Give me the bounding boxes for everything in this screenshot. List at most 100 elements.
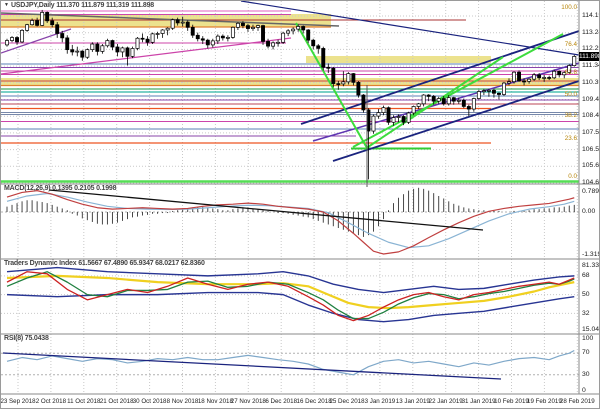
candle bbox=[321, 48, 326, 68]
price-axis-label: 105.645 bbox=[582, 162, 600, 170]
price-zone-band bbox=[306, 56, 491, 63]
candle bbox=[296, 26, 301, 30]
candle bbox=[471, 98, 476, 110]
candle bbox=[502, 82, 506, 95]
date-label: 23 Sep 2018 bbox=[0, 398, 36, 405]
date-label: 10 Feb 2019 bbox=[494, 398, 529, 405]
candle bbox=[175, 19, 180, 24]
candle bbox=[476, 91, 481, 99]
candle bbox=[306, 29, 311, 41]
date-label: 11 Oct 2018 bbox=[67, 398, 101, 405]
candle bbox=[115, 46, 120, 53]
candle bbox=[246, 25, 250, 29]
candle bbox=[567, 65, 572, 73]
price-axis-label: 114.195 bbox=[582, 12, 599, 19]
tdi-axis-label: 50 bbox=[582, 291, 590, 298]
trendline bbox=[332, 80, 580, 162]
candle bbox=[240, 22, 245, 26]
price-axis-label: 107.545 bbox=[582, 128, 600, 136]
tdi-axis-label: 68 bbox=[582, 272, 590, 279]
date-label: 13 Jan 2019 bbox=[395, 398, 430, 405]
candle bbox=[195, 34, 200, 40]
candle bbox=[165, 27, 170, 31]
tdi-axis-label: 15.0494 bbox=[582, 326, 600, 333]
candle bbox=[105, 40, 110, 47]
candle bbox=[65, 37, 70, 51]
macd-axis-label: -1.3198 bbox=[582, 251, 599, 258]
fib-level-label: 38.2 bbox=[564, 112, 577, 119]
candle bbox=[406, 112, 411, 123]
candle bbox=[542, 77, 547, 79]
candle bbox=[486, 89, 491, 92]
tdi-lower-band bbox=[6, 291, 575, 323]
tdi-label: Traders Dynamic Index 61.5667 67.4890 65… bbox=[4, 260, 205, 267]
candle bbox=[351, 73, 356, 83]
candle bbox=[70, 49, 75, 53]
candle bbox=[532, 74, 537, 80]
candle bbox=[446, 97, 451, 105]
candle bbox=[271, 42, 276, 47]
candle bbox=[346, 73, 351, 83]
price-axis-label: 109.445 bbox=[582, 95, 600, 103]
candle bbox=[507, 81, 511, 84]
rsi-axis-label: 0 bbox=[582, 387, 586, 394]
date-label: 16 Dec 2018 bbox=[296, 398, 332, 405]
candle bbox=[537, 74, 542, 79]
candle bbox=[135, 37, 140, 49]
date-label: 2 Oct 2018 bbox=[35, 398, 67, 405]
candle bbox=[451, 97, 456, 102]
candle bbox=[376, 112, 381, 117]
candle bbox=[436, 98, 441, 102]
trendline bbox=[1, 28, 72, 54]
macd-axis-label: 0.00 bbox=[582, 208, 596, 215]
candle bbox=[562, 72, 567, 76]
date-label: 31 Jan 2019 bbox=[461, 398, 496, 405]
candle bbox=[30, 20, 35, 26]
candle bbox=[185, 21, 190, 28]
candle bbox=[517, 71, 521, 82]
trendline bbox=[240, 1, 580, 56]
candle bbox=[10, 37, 14, 41]
tdi-axis-label: 32 bbox=[582, 310, 590, 317]
candle bbox=[230, 26, 235, 38]
candle bbox=[356, 82, 361, 96]
candle bbox=[110, 40, 115, 48]
price-axis-label: 112.295 bbox=[582, 45, 599, 53]
candle bbox=[225, 37, 230, 39]
candle bbox=[381, 107, 386, 113]
candle bbox=[261, 25, 265, 42]
chart-menu-icon[interactable]: ▼ bbox=[4, 2, 9, 8]
date-label: 22 Jan 2019 bbox=[428, 398, 463, 405]
rsi-axis-label: 30 bbox=[582, 371, 590, 378]
candle bbox=[25, 24, 30, 31]
candle bbox=[371, 115, 376, 132]
macd-label: MACD(12,26,9) 0.1395 0.2105 0.1998 bbox=[4, 185, 117, 192]
candle bbox=[220, 35, 225, 39]
date-label: 27 Nov 2018 bbox=[230, 398, 266, 405]
candle bbox=[331, 67, 336, 84]
date-label: 28 Feb 2019 bbox=[559, 398, 595, 405]
price-zone-band bbox=[1, 78, 579, 86]
macd-main-line bbox=[6, 190, 575, 255]
candle bbox=[426, 94, 431, 97]
candle bbox=[20, 29, 25, 43]
date-label: 6 Dec 2018 bbox=[265, 398, 298, 405]
candle bbox=[481, 90, 486, 92]
candle bbox=[210, 40, 215, 46]
date-label: 18 Nov 2018 bbox=[197, 398, 233, 405]
candle bbox=[100, 45, 105, 52]
date-label: 3 Jan 2019 bbox=[364, 398, 396, 405]
candle bbox=[441, 98, 446, 105]
chart-title-text: USDJPY,Daily 111.370 111.879 111.319 111… bbox=[10, 2, 154, 9]
candle bbox=[75, 50, 80, 53]
candle bbox=[40, 12, 45, 26]
fib-level-label: 23.6 bbox=[564, 135, 577, 142]
candle bbox=[281, 32, 286, 43]
candle bbox=[336, 83, 341, 85]
rsi-label: RSI(8) 75.0438 bbox=[4, 335, 49, 342]
candle bbox=[311, 39, 316, 47]
candle bbox=[251, 26, 255, 29]
fib-level-label: 61.8 bbox=[564, 69, 577, 76]
